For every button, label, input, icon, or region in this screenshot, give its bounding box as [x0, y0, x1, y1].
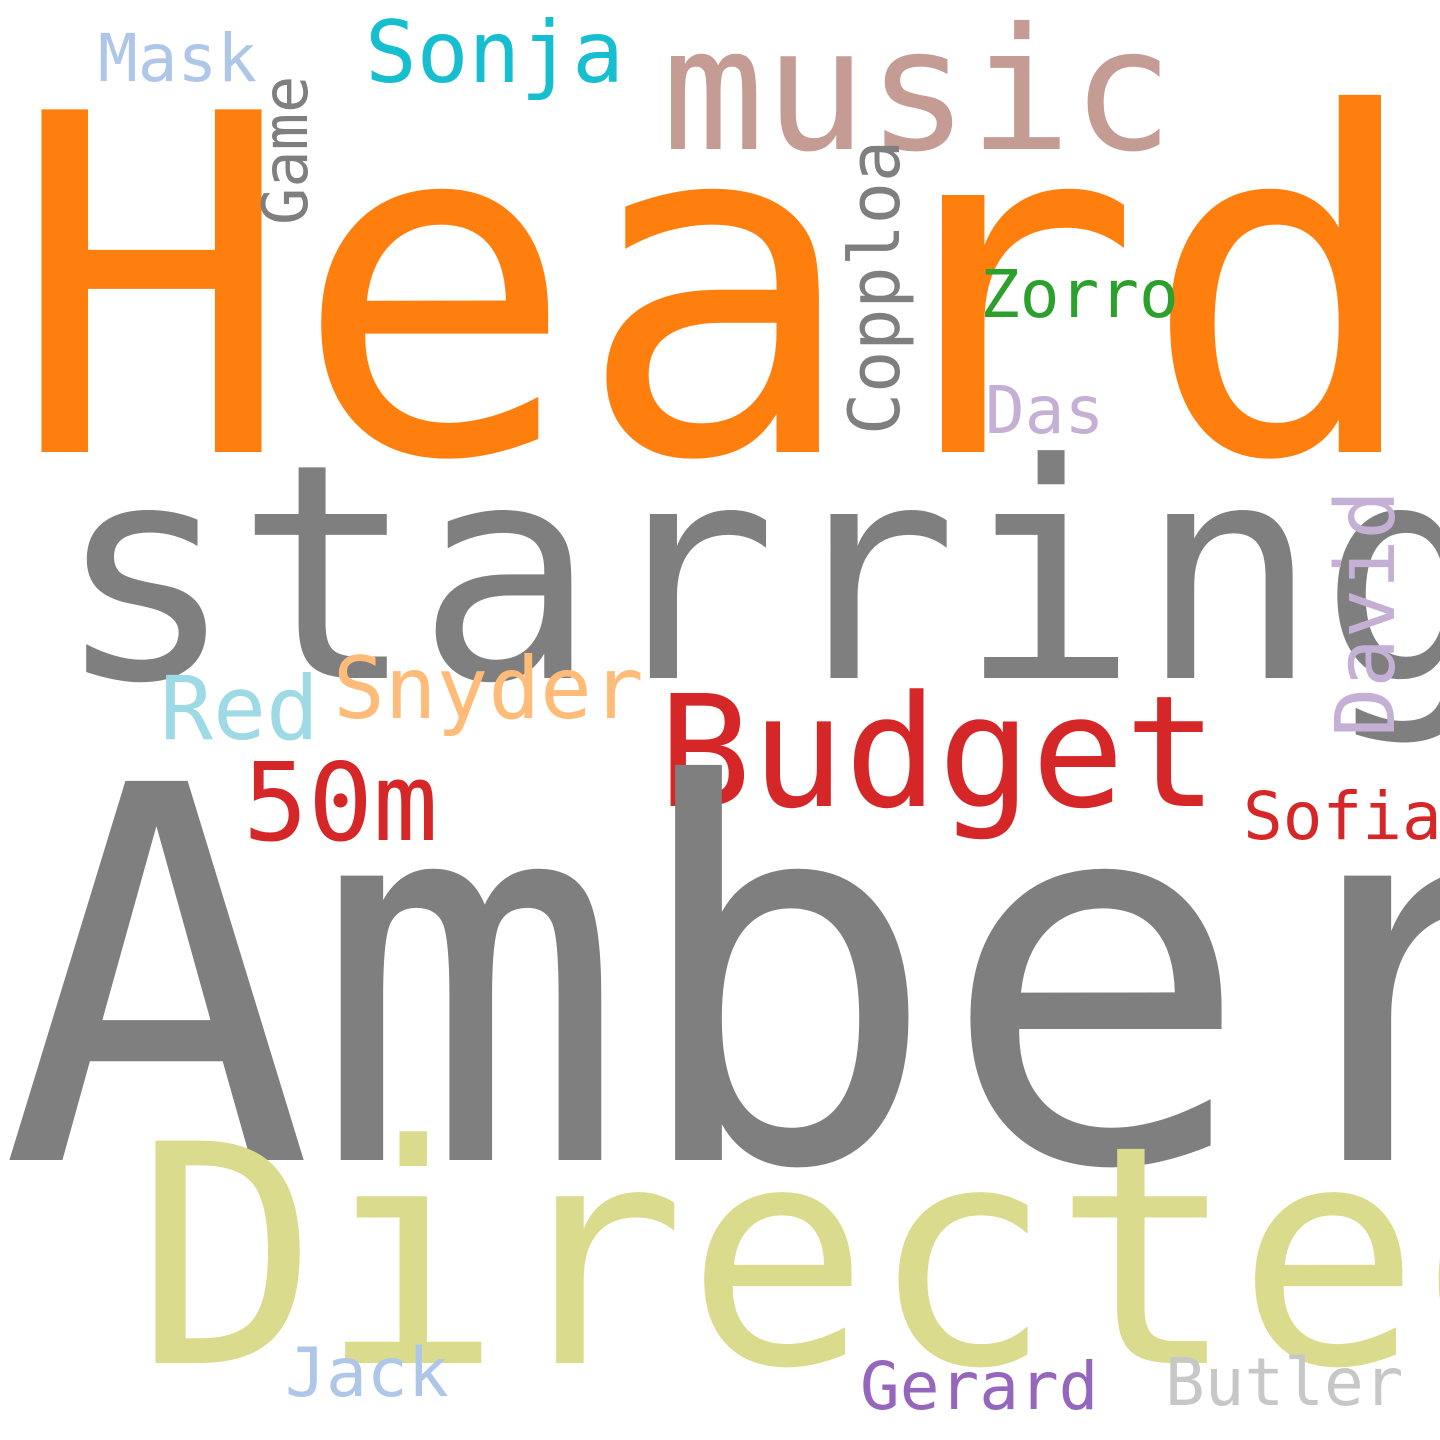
word-starring: starring — [55, 400, 1440, 749]
word-mask: Mask — [98, 20, 257, 97]
word-music: music — [662, 0, 1174, 190]
word-amber: Amber — [0, 677, 1440, 1283]
word-sonja: Sonja — [365, 3, 624, 103]
word-jack: Jack — [285, 1334, 449, 1413]
word-snyder: Snyder — [333, 639, 644, 739]
word-50m: 50m — [243, 741, 439, 866]
word-copploa: Copploa — [834, 139, 916, 435]
word-budget: Budget — [658, 662, 1218, 843]
word-directed: Directed — [135, 1080, 1440, 1435]
word-sofia: Sofia — [1243, 778, 1440, 855]
word-game: Game — [249, 75, 322, 225]
word-butler: Butler — [1165, 1344, 1404, 1421]
word-das: Das — [985, 372, 1105, 449]
word-heard: Heard — [10, 16, 1425, 563]
word-red: Red — [160, 657, 319, 760]
word-zorro: Zorro — [980, 256, 1179, 333]
word-gerard: Gerard — [860, 1348, 1099, 1425]
